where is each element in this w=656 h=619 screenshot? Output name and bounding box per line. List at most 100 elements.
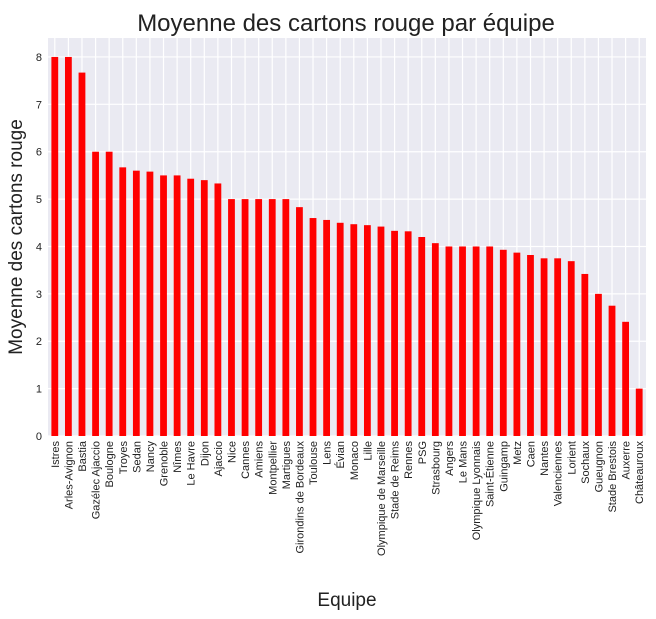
x-tick-label: Gazélec Ajaccio [91, 441, 103, 519]
y-tick-label: 7 [36, 99, 42, 111]
x-tick-label: Sochaux [580, 441, 592, 484]
x-tick-label: Montpellier [267, 441, 279, 495]
y-tick-label: 2 [36, 336, 42, 348]
bar [187, 178, 195, 436]
x-tick-label: Caen [525, 441, 537, 467]
bar [105, 151, 113, 436]
bar [554, 258, 562, 436]
bar [595, 293, 602, 436]
x-tick-label: Nice [226, 441, 238, 463]
y-tick-label: 6 [36, 147, 42, 159]
bar [241, 199, 249, 436]
bar [323, 219, 331, 436]
x-tick-label: Le Mans [458, 441, 470, 484]
bar [51, 56, 59, 436]
bars [51, 56, 643, 436]
bar [540, 258, 548, 436]
x-tick-label: Le Havre [186, 441, 198, 486]
x-tick-label: Évian [334, 441, 347, 469]
x-tick-label: Guingamp [498, 441, 510, 492]
x-tick-label: Stade de Reims [390, 441, 402, 520]
x-tick-label: Olympique de Marseille [376, 441, 388, 556]
bar [132, 170, 140, 436]
x-tick-label: Monaco [349, 441, 361, 480]
y-tick-label: 5 [36, 194, 42, 206]
x-tick-label: Châteauroux [634, 441, 646, 504]
bar [499, 249, 507, 436]
bar [391, 230, 398, 436]
bar [363, 225, 371, 436]
bar [268, 199, 276, 436]
x-tick-label: Olympique Lyonnais [471, 441, 483, 541]
bar [64, 56, 72, 436]
x-axis-label: Equipe [317, 590, 376, 611]
y-tick-labels: 0 1 2 3 4 5 6 7 8 [36, 52, 42, 443]
y-tick-label: 8 [36, 52, 42, 64]
bar [431, 243, 439, 436]
bar [527, 255, 534, 436]
x-tick-label: Dijon [199, 441, 211, 466]
bar [282, 199, 290, 436]
bar [622, 321, 630, 436]
bar [214, 183, 222, 436]
x-tick-label: Stade Brestois [607, 441, 619, 513]
x-tick-label: Rennes [403, 441, 415, 479]
x-tick-label: Boulogne [104, 441, 116, 488]
x-tick-label: Toulouse [308, 441, 320, 485]
bar [146, 171, 154, 436]
bar [173, 175, 181, 436]
x-tick-label: Nancy [145, 441, 157, 473]
x-tick-label: Sedan [131, 441, 143, 473]
bar [350, 224, 358, 436]
bar [336, 222, 344, 436]
bar [459, 246, 466, 436]
bar [255, 199, 263, 436]
bar [404, 231, 412, 436]
y-tick-label: 3 [36, 289, 42, 301]
bar [92, 151, 99, 436]
x-tick-label: Valenciennes [553, 441, 565, 507]
y-tick-label: 1 [36, 384, 42, 396]
x-tick-label: Arles-Avignon [63, 441, 75, 509]
bar [445, 246, 453, 436]
x-tick-label: Gueugnon [593, 441, 605, 492]
x-tick-label: Cannes [240, 441, 252, 479]
bar [377, 226, 385, 436]
x-tick-label: Lens [322, 441, 334, 465]
bar [635, 388, 643, 436]
x-tick-label: PSG [417, 441, 429, 464]
x-tick-label: Girondins de Bordeaux [294, 441, 306, 554]
x-tick-label: Auxerre [621, 441, 633, 480]
bar [472, 246, 480, 436]
x-tick-label: Metz [512, 441, 524, 465]
bar [418, 237, 426, 436]
bar [567, 261, 575, 436]
bar [296, 207, 303, 436]
bar [608, 305, 616, 436]
bar [160, 175, 167, 436]
x-tick-label: Istres [50, 441, 62, 468]
bar [200, 180, 208, 436]
bar [228, 199, 235, 436]
x-tick-label: Nantes [539, 441, 551, 476]
x-tick-label: Ajaccio [213, 441, 225, 476]
bar [119, 167, 127, 436]
x-tick-label: Lille [362, 441, 374, 461]
x-tick-label: Amiens [254, 441, 266, 478]
bar [581, 273, 589, 436]
x-tick-label: Grenoble [159, 441, 171, 486]
x-tick-label: Martigues [281, 441, 293, 490]
bar [309, 218, 317, 436]
y-tick-label: 0 [36, 431, 42, 443]
bar [486, 246, 494, 436]
x-tick-label: Lorient [566, 441, 578, 475]
x-tick-label: Strasbourg [430, 441, 442, 495]
bar [513, 252, 521, 436]
x-tick-label: Angers [444, 441, 456, 476]
y-axis-label: Moyenne des cartons rouge [6, 119, 27, 355]
x-tick-label: Bastia [77, 440, 89, 471]
x-tick-label: Troyes [118, 441, 130, 475]
chart-title: Moyenne des cartons rouge par équipe [137, 10, 555, 37]
x-tick-label: Nîmes [172, 441, 184, 473]
